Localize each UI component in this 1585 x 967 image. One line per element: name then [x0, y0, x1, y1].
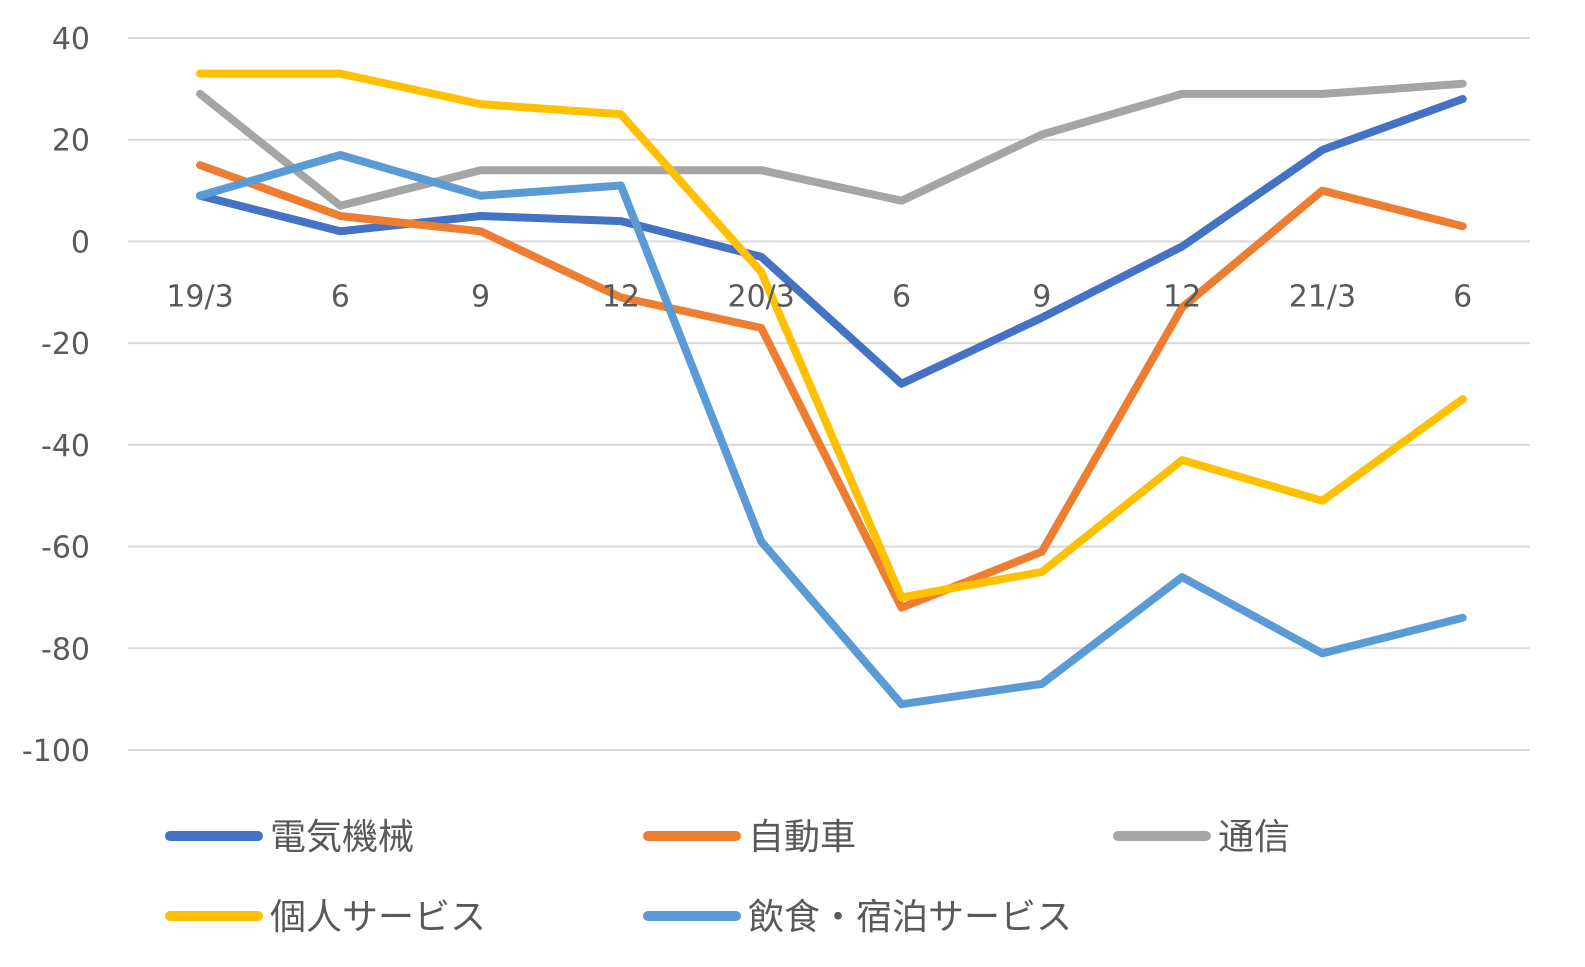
y-axis-labels: 40 20 0 -20 -40 -60 -80 -100 — [22, 22, 90, 769]
y-tick-label: -100 — [22, 734, 90, 769]
y-tick-label: 0 — [71, 225, 90, 260]
legend-label: 飲食・宿泊サービス — [748, 897, 1072, 938]
legend-label: 通信 — [1218, 817, 1290, 858]
y-tick-label: 40 — [52, 22, 90, 57]
x-axis-labels: 19/3 6 9 12 20/3 6 9 12 21/3 6 — [166, 279, 1472, 314]
x-tick-label: 6 — [892, 279, 911, 314]
gridlines — [128, 37, 1530, 751]
x-tick-label: 9 — [1032, 279, 1051, 314]
series-line — [196, 151, 1467, 709]
legend-label: 個人サービス — [270, 897, 486, 938]
series-line — [196, 161, 1467, 612]
series-line — [196, 79, 1467, 210]
x-tick-label: 6 — [1453, 279, 1472, 314]
series-lines — [196, 69, 1467, 709]
legend-label: 自動車 — [748, 817, 856, 858]
legend-label: 電気機械 — [270, 817, 414, 858]
y-tick-label: -20 — [41, 327, 90, 362]
x-tick-label: 19/3 — [166, 279, 233, 314]
series-line — [196, 69, 1467, 602]
y-tick-label: -40 — [41, 429, 90, 464]
y-tick-label: 20 — [52, 124, 90, 159]
x-tick-label: 12 — [1163, 279, 1201, 314]
x-tick-label: 6 — [331, 279, 350, 314]
x-tick-label: 20/3 — [728, 279, 795, 314]
x-tick-label: 12 — [602, 279, 640, 314]
y-tick-label: -60 — [41, 531, 90, 566]
x-tick-label: 21/3 — [1289, 279, 1356, 314]
y-tick-label: -80 — [41, 632, 90, 667]
x-tick-label: 9 — [471, 279, 490, 314]
